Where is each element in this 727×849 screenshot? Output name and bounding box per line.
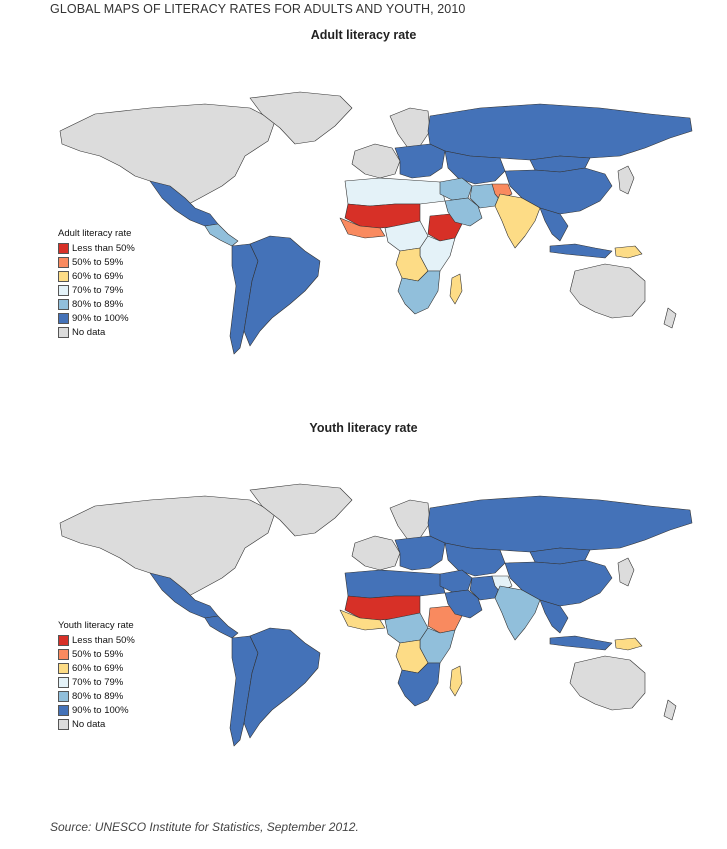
region-greenland xyxy=(249,91,353,145)
region-australia xyxy=(569,655,646,711)
legend-swatch xyxy=(58,242,69,254)
legend-label: No data xyxy=(72,326,106,338)
legend-item: 90% to 100% xyxy=(58,311,135,325)
legend-label: 80% to 89% xyxy=(72,298,124,310)
region-india xyxy=(494,193,541,249)
legend-item: 80% to 89% xyxy=(58,689,135,703)
region-japan xyxy=(617,557,635,587)
world-map-adult xyxy=(59,91,693,355)
legend-label: 70% to 79% xyxy=(72,284,124,296)
legend-item: 60% to 69% xyxy=(58,661,135,675)
region-europe-west xyxy=(351,143,401,179)
region-russia xyxy=(427,103,693,161)
legend-label: 90% to 100% xyxy=(72,704,129,716)
legend-label: Less than 50% xyxy=(72,634,135,646)
legend-swatch xyxy=(58,648,69,660)
region-europe-west xyxy=(351,535,401,571)
legend-swatch xyxy=(58,704,69,716)
legend-label: Less than 50% xyxy=(72,242,135,254)
legend-item: 90% to 100% xyxy=(58,703,135,717)
legend-title: Youth literacy rate xyxy=(58,620,134,631)
legend-label: 70% to 79% xyxy=(72,676,124,688)
region-greenland xyxy=(249,483,353,537)
legend-swatch xyxy=(58,690,69,702)
page-title: GLOBAL MAPS OF LITERACY RATES FOR ADULTS… xyxy=(50,2,466,16)
region-central-america xyxy=(204,615,239,639)
legend-item: 60% to 69% xyxy=(58,269,135,283)
region-papua xyxy=(614,245,643,259)
region-west-africa xyxy=(339,217,386,239)
legend-label: 90% to 100% xyxy=(72,312,129,324)
legend-label: 60% to 69% xyxy=(72,270,124,282)
legend-label: 50% to 59% xyxy=(72,648,124,660)
legend-youth: Youth literacy rate Less than 50% 50% to … xyxy=(58,620,135,731)
region-arabia xyxy=(444,589,483,619)
legend-label: 50% to 59% xyxy=(72,256,124,268)
source-note: Source: UNESCO Institute for Statistics,… xyxy=(50,820,359,834)
region-papua xyxy=(614,637,643,651)
legend-swatch xyxy=(58,256,69,268)
legend-swatch xyxy=(58,676,69,688)
legend-swatch xyxy=(58,662,69,674)
region-arabia xyxy=(444,197,483,227)
map-title-adult: Adult literacy rate xyxy=(310,28,417,42)
region-russia xyxy=(427,495,693,553)
legend-item: 50% to 59% xyxy=(58,255,135,269)
region-new-zealand xyxy=(663,307,677,329)
region-madagascar xyxy=(449,273,463,305)
region-new-zealand xyxy=(663,699,677,721)
legend-item: Less than 50% xyxy=(58,241,135,255)
region-south-america xyxy=(243,627,321,739)
region-se-asia xyxy=(539,599,569,634)
legend-swatch xyxy=(58,326,69,338)
region-south-america xyxy=(243,235,321,347)
region-southern-africa xyxy=(397,270,441,315)
legend-item: 70% to 79% xyxy=(58,675,135,689)
legend-item: No data xyxy=(58,717,135,731)
region-central-america xyxy=(204,223,239,247)
legend-item: No data xyxy=(58,325,135,339)
legend-label: No data xyxy=(72,718,106,730)
region-madagascar xyxy=(449,665,463,697)
map-title-youth: Youth literacy rate xyxy=(309,421,418,435)
region-se-asia xyxy=(539,207,569,242)
region-japan xyxy=(617,165,635,195)
region-central-asia xyxy=(444,150,506,185)
region-scandinavia xyxy=(389,107,431,149)
region-scandinavia xyxy=(389,499,431,541)
region-north-africa xyxy=(344,569,446,599)
world-map-youth xyxy=(59,483,693,747)
legend-swatch xyxy=(58,634,69,646)
region-india xyxy=(494,585,541,641)
legend-item: 70% to 79% xyxy=(58,283,135,297)
region-north-africa xyxy=(344,177,446,207)
legend-label: 80% to 89% xyxy=(72,690,124,702)
region-indonesia xyxy=(549,635,613,651)
region-central-asia xyxy=(444,542,506,577)
region-north-america xyxy=(59,103,276,207)
region-southern-africa xyxy=(397,662,441,707)
region-indonesia xyxy=(549,243,613,259)
region-australia xyxy=(569,263,646,319)
legend-swatch xyxy=(58,270,69,282)
legend-swatch xyxy=(58,284,69,296)
region-europe-east xyxy=(394,143,446,179)
legend-item: 50% to 59% xyxy=(58,647,135,661)
legend-adult: Adult literacy rate Less than 50% 50% to … xyxy=(58,228,135,339)
legend-swatch xyxy=(58,718,69,730)
region-north-america xyxy=(59,495,276,599)
legend-swatch xyxy=(58,312,69,324)
region-west-africa xyxy=(339,609,386,631)
legend-swatch xyxy=(58,298,69,310)
legend-item: 80% to 89% xyxy=(58,297,135,311)
region-europe-east xyxy=(394,535,446,571)
legend-item: Less than 50% xyxy=(58,633,135,647)
legend-label: 60% to 69% xyxy=(72,662,124,674)
legend-title: Adult literacy rate xyxy=(58,228,132,239)
